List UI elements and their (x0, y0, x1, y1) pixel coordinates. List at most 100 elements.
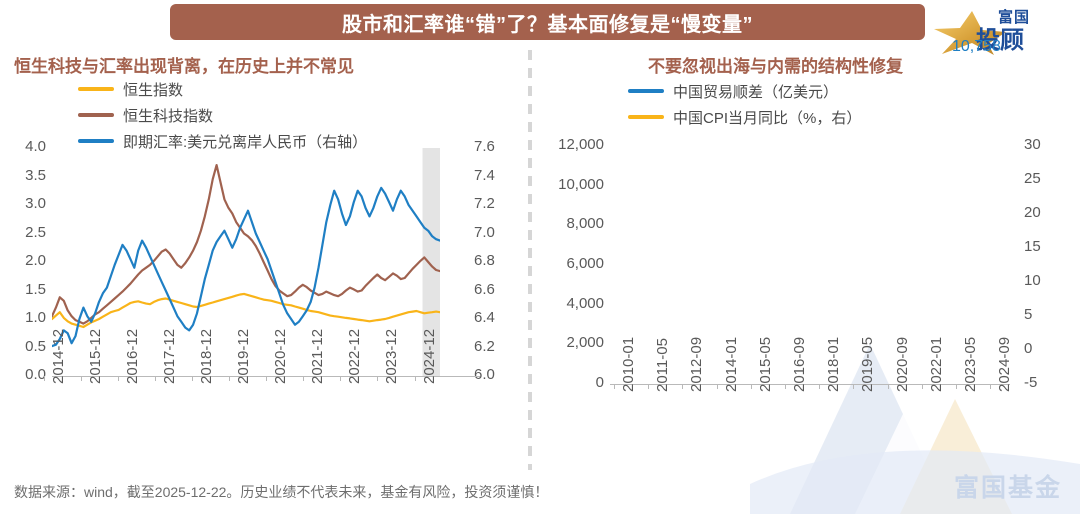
legend-swatch (78, 113, 114, 117)
legend-item[interactable]: 中国CPI当月同比（%，右） (628, 104, 861, 130)
x-axis-tickmark (44, 376, 45, 381)
logo-brand-main: 投顾 (976, 27, 1024, 54)
y-axis-tick-right: 7.2 (474, 195, 495, 212)
x-axis-tick-label: 2015-05 (756, 336, 774, 392)
chart-legend-right: 中国贸易顺差（亿美元） 中国CPI当月同比（%，右） (628, 78, 861, 130)
chart-title-right: 不要忽视出海与内需的结构性修复 (648, 57, 903, 76)
plot-area-left (52, 148, 440, 376)
x-axis-tick-label: 2021-12 (309, 328, 327, 384)
highlight-band (422, 148, 440, 376)
y-axis-tick-right: 6.0 (474, 366, 495, 383)
y-axis-tick-right: 20 (1024, 204, 1041, 221)
y-axis-tick-left: 2.0 (25, 252, 46, 269)
legend-swatch (78, 87, 114, 91)
x-axis-tick-label: 2022-01 (927, 336, 945, 392)
x-axis-tickmark (990, 384, 992, 389)
x-axis-tick-label: 2015-12 (87, 328, 105, 384)
y-axis-tick-left: 4.0 (25, 138, 46, 155)
legend-swatch (628, 89, 664, 93)
x-axis-tick-label: 2016-12 (124, 328, 142, 384)
legend-swatch (628, 115, 664, 119)
x-axis-tickmark (266, 376, 268, 381)
legend-item[interactable]: 中国贸易顺差（亿美元） (628, 78, 861, 104)
y-axis-tick-left: 4,000 (566, 294, 604, 312)
y-axis-tick-right: 10 (1024, 272, 1041, 289)
y-axis-tick-right: 7.6 (474, 138, 495, 155)
x-axis-tick-label: 2018-01 (825, 336, 843, 392)
x-axis-tickmark (819, 384, 821, 389)
x-axis-tickmark (229, 376, 231, 381)
y-axis-tick-right: 6.6 (474, 280, 495, 298)
y-axis-tick-right: 6.2 (474, 337, 495, 355)
legend-item[interactable]: 即期汇率:美元兑离岸人民币（右轴） (78, 128, 367, 154)
x-axis-tickmark (956, 384, 958, 389)
x-axis-line (52, 376, 480, 377)
x-axis-tick-label: 2014-01 (722, 336, 740, 392)
x-axis-tickmark (303, 376, 305, 381)
y-axis-tick-right: -5 (1024, 374, 1038, 391)
x-axis-tickmark (682, 384, 684, 389)
chart-legend-left: 恒生指数恒生科技指数即期汇率:美元兑离岸人民币（右轴） (78, 76, 367, 154)
y-axis-tick-left: 3.5 (25, 166, 46, 184)
y-axis-tick-right: 7.4 (474, 166, 495, 184)
legend-label: 恒生指数 (123, 81, 184, 99)
x-axis-tick-label: 2019-05 (859, 336, 877, 392)
legend-label: 中国贸易顺差（亿美元） (673, 83, 839, 101)
x-axis-tickmark (118, 376, 120, 381)
x-axis-tick-label: 2022-12 (346, 328, 364, 384)
x-axis-tickmark (887, 384, 889, 389)
legend-label: 中国CPI当月同比（%，右） (673, 109, 862, 127)
x-axis-tickmark (785, 384, 787, 389)
x-axis-tick-label: 2023-12 (383, 328, 401, 384)
brand-logo: 富国 投顾 (924, 2, 1072, 55)
y-axis-tick-left: 2,000 (566, 334, 604, 352)
y-axis-tick-left: 10,000 (558, 175, 604, 193)
y-axis-tick-left: 1.5 (25, 280, 46, 298)
y-axis-tick-left: 2.5 (25, 223, 46, 241)
data-point-label: 10,758 (952, 38, 1001, 55)
x-axis-tickmark (155, 376, 157, 381)
series-line (52, 292, 440, 329)
chart-title-left: 恒生科技与汇率出现背离，在历史上并不常见 (14, 57, 354, 76)
x-axis-tick-label: 2017-12 (161, 328, 179, 384)
series-line (52, 164, 440, 325)
legend-item[interactable]: 恒生指数 (78, 76, 367, 102)
source-footnote: 数据来源：wind，截至2025-12-22。历史业绩不代表未来，基金有风险，投… (14, 484, 549, 500)
y-axis-tick-left: 0 (595, 374, 604, 391)
x-axis-tick-label: 2010-01 (620, 336, 637, 392)
header-banner: 股市和汇率谁“错”了？基本面修复是“慢变量” (170, 4, 925, 40)
x-axis-tick-label: 2024-09 (996, 336, 1014, 392)
y-axis-tick-right: 6.8 (474, 252, 495, 269)
x-axis-tickmark (921, 384, 923, 389)
y-axis-tick-right: 5 (1024, 306, 1033, 323)
y-axis-tick-left: 1.0 (25, 309, 46, 326)
y-axis-tick-right: 7.0 (474, 223, 495, 241)
x-axis-tickmark (853, 384, 855, 389)
x-axis-tickmark (716, 384, 718, 389)
x-axis-tick-label: 2016-09 (791, 336, 809, 392)
x-axis-tick-label: 2014-12 (50, 328, 67, 384)
legend-label: 即期汇率:美元兑离岸人民币（右轴） (123, 133, 368, 151)
y-axis-tick-left: 0.5 (25, 337, 46, 355)
y-axis-tick-left: 12,000 (558, 136, 604, 153)
y-axis-tick-right: 15 (1024, 238, 1041, 255)
legend-label: 恒生科技指数 (123, 107, 214, 125)
x-axis-line (610, 384, 1010, 385)
y-axis-tick-left: 0.0 (25, 366, 46, 383)
legend-item[interactable]: 恒生科技指数 (78, 102, 367, 128)
chart-panel-right: 不要忽视出海与内需的结构性修复 中国贸易顺差（亿美元） 中国CPI当月同比（%，右… (540, 38, 1080, 478)
x-axis-tick-label: 2020-09 (893, 336, 911, 392)
x-axis-tick-label: 2018-12 (198, 328, 216, 384)
x-axis-tick-label: 2020-12 (272, 328, 290, 384)
y-axis-tick-left: 8,000 (566, 215, 604, 233)
chart-panel-left: 恒生科技与汇率出现背离，在历史上并不常见 恒生指数恒生科技指数即期汇率:美元兑离… (0, 48, 516, 478)
x-axis-tickmark (414, 376, 416, 381)
gold-star-icon (934, 11, 1006, 55)
x-axis-tickmark (340, 376, 342, 381)
x-axis-tickmark (614, 384, 615, 389)
y-axis-tick-right: 30 (1024, 136, 1041, 153)
page-title: 股市和汇率谁“错”了？基本面修复是“慢变量” (342, 13, 753, 36)
logo-brand-top: 富国 (998, 9, 1031, 26)
x-axis-tickmark (648, 384, 650, 389)
